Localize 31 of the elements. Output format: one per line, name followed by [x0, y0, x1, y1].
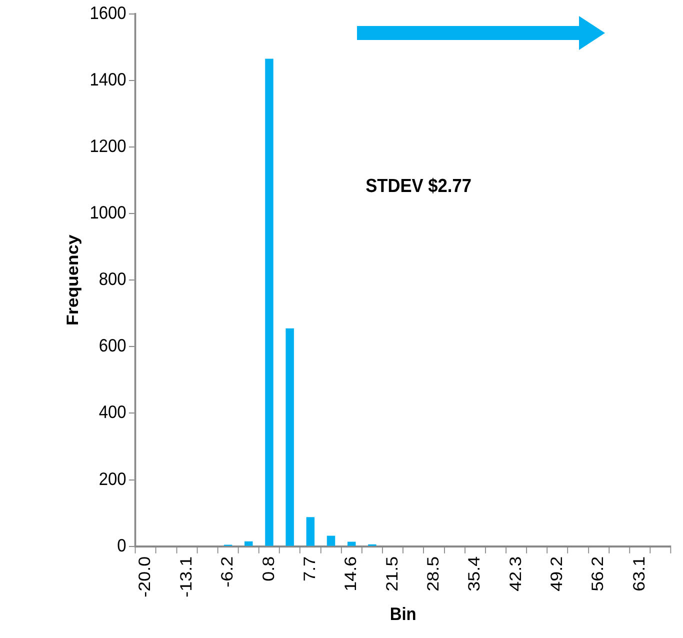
x-tick-label: 14.6 — [340, 556, 360, 592]
x-tick-label: 63.1 — [629, 556, 648, 592]
y-tick-label: 1600 — [90, 2, 126, 23]
bar — [306, 517, 315, 546]
bar — [286, 328, 294, 546]
y-tick-label: 600 — [98, 334, 126, 356]
bar — [326, 536, 336, 546]
y-tick-label: 800 — [98, 268, 126, 290]
y-axis-title: Frequency — [62, 234, 82, 326]
y-tick-label: 0 — [117, 534, 126, 556]
x-tick-label: -13.1 — [176, 556, 196, 598]
x-tick-label: 21.5 — [382, 556, 402, 592]
x-tick-label: 28.5 — [423, 556, 442, 592]
x-tick-label: -20.0 — [134, 556, 154, 598]
x-tick-label: 49.2 — [546, 556, 566, 592]
x-tick-label: 7.7 — [300, 556, 319, 582]
bar — [347, 542, 356, 546]
bar — [265, 58, 274, 546]
x-tick-label: 56.2 — [588, 556, 608, 592]
y-tick-label: 1400 — [90, 68, 126, 90]
y-tick-label: 1000 — [90, 202, 126, 223]
x-tick-label: 35.4 — [464, 556, 484, 592]
x-tick-label: -6.2 — [217, 556, 236, 588]
x-axis-title: Bin — [390, 603, 416, 624]
bar — [244, 541, 253, 546]
x-tick-label: 42.3 — [506, 556, 525, 592]
y-tick-label: 400 — [98, 401, 126, 422]
y-tick-label: 1200 — [90, 135, 126, 156]
x-tick-label: 0.8 — [258, 556, 278, 582]
annotation: STDEV $2.77 — [366, 175, 472, 196]
y-tick-label: 200 — [98, 468, 126, 489]
